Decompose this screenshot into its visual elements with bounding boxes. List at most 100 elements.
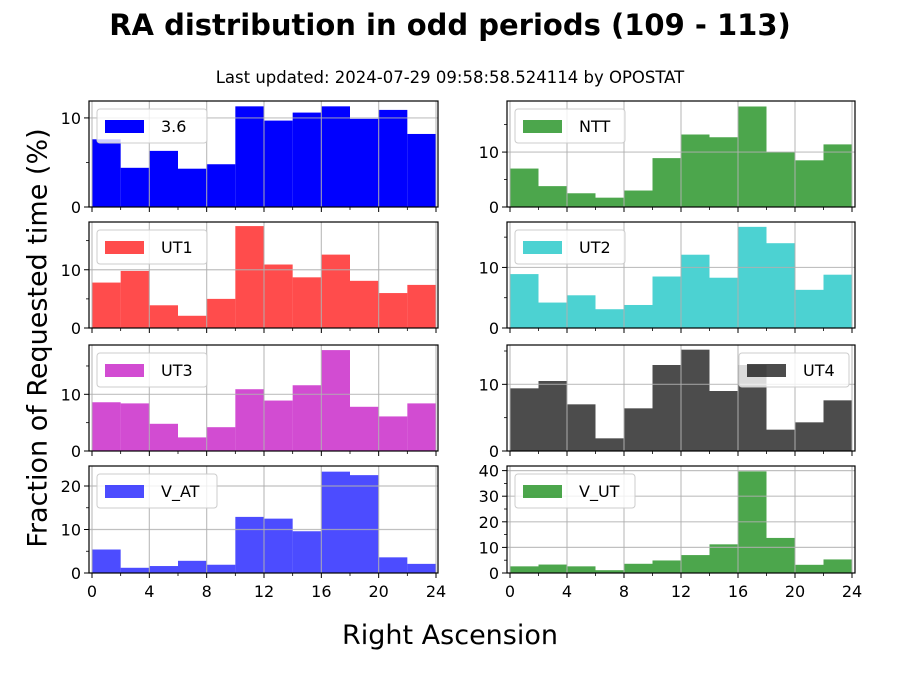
- histogram-bar: [652, 365, 681, 451]
- legend: 3.6: [96, 108, 208, 144]
- chart-title: RA distribution in odd periods (109 - 11…: [109, 8, 791, 42]
- histogram-bar: [595, 197, 624, 207]
- histogram-bar: [407, 284, 436, 328]
- histogram-bar: [624, 304, 653, 328]
- legend-box: [96, 352, 208, 388]
- legend-label: UT3: [161, 361, 193, 380]
- x-tick-label: 16: [728, 582, 748, 601]
- y-tick-label: 10: [479, 258, 499, 277]
- histogram-bar: [538, 381, 567, 451]
- legend-label: NTT: [579, 117, 610, 136]
- histogram-bar: [321, 350, 350, 451]
- histogram-bar: [738, 106, 767, 207]
- x-tick-label: 24: [842, 582, 862, 601]
- histogram-bar: [823, 559, 852, 573]
- histogram-bar: [407, 403, 436, 451]
- histogram-bar: [350, 406, 379, 451]
- histogram-bar: [292, 277, 322, 328]
- histogram-bar: [407, 563, 436, 573]
- legend-box: [738, 352, 850, 388]
- histogram-bar: [149, 566, 178, 573]
- x-tick-label: 12: [254, 582, 274, 601]
- histogram-bar: [378, 293, 408, 328]
- legend-label: V_AT: [161, 482, 200, 502]
- y-tick-label: 0: [71, 198, 81, 217]
- histogram-bar: [292, 112, 322, 207]
- histogram-bar: [510, 168, 539, 207]
- y-tick-label: 20: [479, 513, 499, 532]
- y-tick-label: 10: [61, 521, 81, 540]
- histogram-bar: [510, 274, 539, 328]
- histogram-bar: [178, 560, 207, 573]
- histogram-bar: [264, 120, 293, 207]
- histogram-bar: [795, 160, 824, 207]
- y-tick-label: 40: [479, 462, 499, 481]
- y-tick-label: 0: [71, 319, 81, 338]
- histogram-bar: [766, 243, 795, 328]
- panel-ut4: 0 10 UT4: [479, 344, 856, 461]
- panel-ut2: 0 10 UT2: [479, 221, 856, 338]
- histogram-bar: [567, 295, 596, 328]
- legend-swatch: [523, 120, 562, 133]
- histogram-bar: [350, 475, 379, 573]
- legend-swatch: [747, 364, 786, 377]
- legend: UT3: [96, 352, 208, 388]
- histogram-bar: [378, 109, 408, 207]
- y-tick-label: 0: [71, 564, 81, 583]
- y-tick-label: 10: [61, 261, 81, 280]
- histogram-bar: [149, 423, 178, 451]
- chart-subtitle: Last updated: 2024-07-29 09:58:58.524114…: [215, 68, 685, 87]
- histogram-bar: [823, 400, 852, 451]
- histogram-bar: [595, 438, 624, 451]
- legend: UT2: [514, 229, 626, 265]
- y-tick-label: 0: [489, 442, 499, 461]
- histogram-bar: [681, 555, 710, 573]
- legend-swatch: [523, 241, 562, 254]
- histogram-bar: [292, 531, 322, 573]
- x-tick-label: 0: [505, 582, 515, 601]
- x-tick-label: 0: [87, 582, 97, 601]
- histogram-bar: [795, 289, 824, 328]
- x-tick-label: 12: [671, 582, 691, 601]
- histogram-bar: [681, 349, 710, 451]
- histogram-bar: [738, 226, 767, 328]
- histogram-bar: [766, 429, 795, 451]
- y-tick-label: 0: [489, 319, 499, 338]
- histogram-bar: [652, 158, 681, 207]
- x-tick-label: 20: [368, 582, 388, 601]
- legend-swatch: [105, 241, 144, 254]
- histogram-bar: [766, 152, 795, 207]
- histogram-bar: [624, 408, 653, 451]
- histogram-bar: [567, 193, 596, 207]
- histogram-bar: [206, 164, 236, 207]
- panel-v-ut: 0 10 20 30 40 0 4 8 12 16 20 24 V_UT: [479, 462, 863, 601]
- histogram-bar: [510, 388, 539, 451]
- legend-box: [514, 229, 626, 265]
- histogram-bar: [206, 564, 236, 573]
- histogram-bar: [292, 385, 322, 451]
- histogram-bar: [823, 144, 852, 207]
- histogram-bar: [92, 402, 121, 451]
- histogram-bar: [652, 560, 681, 573]
- histogram-bar: [378, 557, 408, 573]
- histogram-bar: [538, 564, 567, 573]
- legend: V_UT: [514, 473, 636, 509]
- histogram-bar: [567, 566, 596, 573]
- legend: NTT: [514, 108, 626, 144]
- histogram-bar: [681, 254, 710, 328]
- legend: UT1: [96, 229, 208, 265]
- histogram-bar: [149, 305, 178, 328]
- panel-ntt: 0 10 NTT: [479, 100, 856, 217]
- legend-box: [96, 473, 218, 509]
- panel-v-at: 0 10 20 0 4 8 12 16 20 24 V_AT: [61, 465, 446, 601]
- y-tick-label: 0: [489, 564, 499, 583]
- histogram-bar: [264, 264, 293, 328]
- histogram-bar: [235, 226, 264, 328]
- histogram-bar: [510, 566, 539, 573]
- x-axis-label: Right Ascension: [342, 620, 558, 651]
- panel-ut3: 0 10 UT3: [61, 344, 439, 461]
- histogram-bar: [206, 298, 236, 328]
- histogram-bar: [823, 274, 852, 328]
- y-tick-label: 10: [479, 375, 499, 394]
- panel-ut1: 0 10 UT1: [61, 221, 439, 338]
